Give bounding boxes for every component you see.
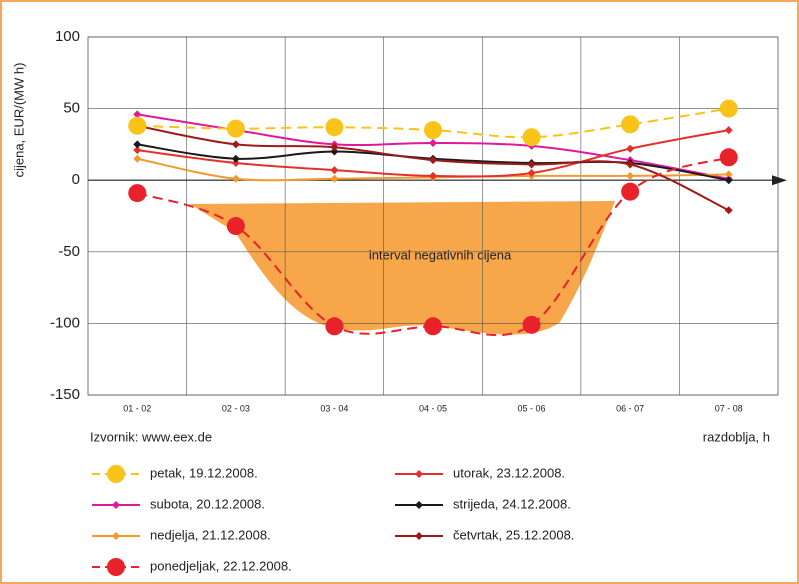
negative-area (190, 201, 615, 335)
point (325, 317, 344, 336)
legend-marker (415, 501, 423, 509)
legend-marker (415, 532, 423, 540)
point (429, 138, 437, 147)
legend-marker (112, 501, 120, 509)
y-axis-label: cijena, EUR/(MW h) (11, 63, 26, 178)
point (621, 115, 640, 134)
point (133, 110, 142, 119)
point (330, 143, 339, 152)
point (128, 184, 147, 203)
x-tick-label: 04 - 05 (419, 403, 447, 413)
point (522, 128, 541, 147)
point (719, 99, 738, 118)
axis-arrow (772, 175, 787, 186)
legend-marker (107, 558, 125, 576)
point (330, 174, 339, 183)
y-tick-label: -100 (50, 314, 80, 331)
point (527, 160, 536, 169)
y-tick-label: 0 (72, 171, 80, 188)
x-tick-label: 03 - 04 (320, 403, 348, 413)
legend-marker (112, 532, 120, 540)
x-tick-label: 05 - 06 (518, 403, 546, 413)
point (325, 118, 344, 137)
point (429, 156, 437, 165)
point (621, 182, 640, 201)
legend-marker (415, 470, 423, 478)
source: Izvornik: www.eex.de (90, 429, 212, 444)
point (226, 217, 245, 236)
point (226, 119, 245, 138)
point (527, 169, 536, 178)
point (133, 154, 142, 163)
x-tick-label: 01 - 02 (123, 403, 151, 413)
point (724, 126, 733, 135)
point (724, 206, 733, 215)
point (626, 144, 635, 153)
legend-label: nedjelja, 21.12.2008. (150, 527, 271, 542)
point (133, 146, 142, 155)
y-tick-label: -50 (58, 243, 80, 260)
point (128, 116, 147, 135)
point (133, 140, 142, 149)
point (330, 166, 339, 175)
plot-border (87, 36, 779, 396)
legend-marker (107, 465, 125, 483)
x-tick-label: 02 - 03 (222, 403, 250, 413)
point (626, 171, 635, 180)
x-tick-label: 06 - 07 (616, 403, 644, 413)
point (231, 154, 240, 163)
point (424, 317, 442, 336)
legend-label: petak, 19.12.2008. (150, 465, 258, 480)
point (231, 159, 240, 168)
x-tick-label: 07 - 08 (715, 403, 743, 413)
legend-label: utorak, 23.12.2008. (453, 465, 565, 480)
point (522, 315, 541, 334)
annotation: interval negativnih cijena (369, 247, 512, 262)
point (231, 140, 240, 149)
point (719, 148, 738, 167)
point (330, 147, 339, 156)
legend-label: ponedjeljak, 22.12.2008. (150, 558, 292, 573)
point (424, 121, 442, 140)
legend-label: subota, 20.12.2008. (150, 496, 265, 511)
point (231, 174, 240, 183)
y-tick-label: 50 (63, 100, 80, 117)
y-tick-label: -150 (50, 386, 80, 403)
y-tick-label: 100 (55, 28, 80, 45)
point (429, 171, 437, 180)
legend-label: strijeda, 24.12.2008. (453, 496, 571, 511)
legend-label: četvrtak, 25.12.2008. (453, 527, 574, 542)
point (724, 176, 733, 185)
point (626, 160, 635, 169)
point (724, 170, 733, 179)
x-axis-label: razdoblja, h (703, 429, 770, 444)
